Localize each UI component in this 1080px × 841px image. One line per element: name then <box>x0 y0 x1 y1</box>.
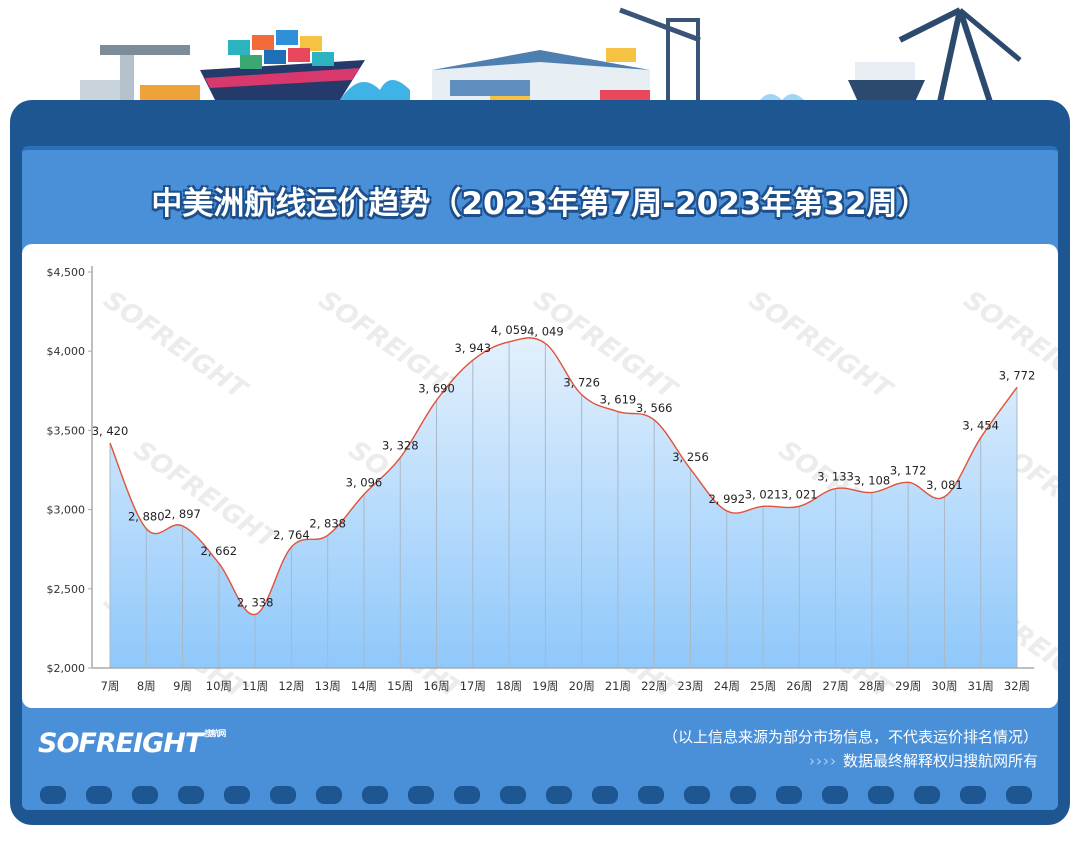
dot <box>730 786 756 804</box>
watermark-text: SOFREIGHT <box>743 285 899 407</box>
data-label: 2, 992 <box>708 492 745 506</box>
data-label: 3, 566 <box>636 401 673 415</box>
data-label: 3, 021 <box>781 487 818 501</box>
dot <box>454 786 480 804</box>
rights-note: ›››› 数据最终解释权归搜航网所有 <box>809 750 1038 771</box>
data-label: 3, 328 <box>382 439 419 453</box>
x-tick-label: 25周 <box>750 679 776 693</box>
sofreight-logo: SOFREIGHT 搜航网 <box>38 728 226 759</box>
dot <box>224 786 250 804</box>
y-tick-label: $4,000 <box>47 345 86 358</box>
dot <box>270 786 296 804</box>
data-label: 3, 133 <box>817 470 854 484</box>
dot <box>638 786 664 804</box>
x-tick-label: 29周 <box>895 679 921 693</box>
x-tick-label: 15周 <box>387 679 413 693</box>
x-tick-label: 28周 <box>859 679 885 693</box>
data-label: 3, 108 <box>854 473 891 487</box>
x-tick-label: 9周 <box>173 679 192 693</box>
data-label: 2, 764 <box>273 528 310 542</box>
watermark-text: SOFREIGHT <box>98 285 254 407</box>
dot <box>362 786 388 804</box>
data-label: 2, 662 <box>201 544 238 558</box>
dot <box>868 786 894 804</box>
watermark-text: SOFREIGHT <box>958 285 1058 407</box>
x-tick-label: 24周 <box>714 679 740 693</box>
data-label: 2, 897 <box>164 507 201 521</box>
x-tick-label: 26周 <box>786 679 812 693</box>
dot <box>178 786 204 804</box>
data-label: 3, 420 <box>92 424 129 438</box>
area-chart: SOFREIGHT SOFREIGHT SOFREIGHT SOFREIGHT SOFR… <box>47 266 1058 707</box>
x-tick-label: 27周 <box>823 679 849 693</box>
x-tick-label: 7周 <box>101 679 120 693</box>
x-tick-label: 31周 <box>968 679 994 693</box>
y-tick-label: $2,500 <box>47 583 86 596</box>
dot <box>500 786 526 804</box>
dot <box>776 786 802 804</box>
dot <box>1006 786 1032 804</box>
x-tick-label: 13周 <box>315 679 341 693</box>
y-tick-label: $3,500 <box>47 424 86 437</box>
dot <box>316 786 342 804</box>
y-tick-label: $3,000 <box>47 504 86 517</box>
data-label: 4, 049 <box>527 324 564 338</box>
x-tick-label: 20周 <box>569 679 595 693</box>
x-tick-label: 22周 <box>641 679 667 693</box>
arrows-icon: ›››› <box>808 752 837 770</box>
x-tick-label: 23周 <box>677 679 703 693</box>
dot <box>408 786 434 804</box>
data-label: 3, 619 <box>600 393 637 407</box>
data-label: 2, 338 <box>237 595 274 609</box>
data-label: 3, 096 <box>346 475 383 489</box>
data-label: 3, 454 <box>962 419 999 433</box>
dot <box>960 786 986 804</box>
port-illustration <box>80 7 1022 104</box>
x-tick-label: 18周 <box>496 679 522 693</box>
x-tick-label: 14周 <box>351 679 377 693</box>
x-tick-label: 10周 <box>206 679 232 693</box>
logo-subtext: 搜航网 <box>204 729 226 738</box>
data-label: 3, 256 <box>672 450 709 464</box>
x-tick-label: 21周 <box>605 679 631 693</box>
data-label: 3, 172 <box>890 463 927 477</box>
data-label: 3, 772 <box>999 368 1036 382</box>
x-tick-label: 8周 <box>137 679 156 693</box>
logo-text: SOFREIGHT <box>38 728 203 759</box>
dot <box>86 786 112 804</box>
data-label: 2, 838 <box>309 516 346 530</box>
x-tick-label: 12周 <box>278 679 304 693</box>
source-note: （以上信息来源为部分市场信息，不代表运价排名情况） <box>662 728 1038 746</box>
dot <box>684 786 710 804</box>
rights-text: 数据最终解释权归搜航网所有 <box>842 752 1038 770</box>
decorative-dots <box>40 786 1032 804</box>
dot <box>822 786 848 804</box>
data-label: 2, 880 <box>128 510 165 524</box>
y-tick-label: $4,500 <box>47 266 86 279</box>
series-line <box>109 337 1018 616</box>
data-label: 3, 021 <box>745 487 782 501</box>
chart-card: SOFREIGHT SOFREIGHT SOFREIGHT SOFREIGHT SOFR… <box>22 244 1058 708</box>
chart-title: 中美洲航线运价趋势（2023年第7周-2023年第32周） <box>151 186 929 222</box>
dot <box>592 786 618 804</box>
x-tick-label: 16周 <box>423 679 449 693</box>
y-tick-label: $2,000 <box>47 662 86 675</box>
data-label: 3, 726 <box>563 376 600 390</box>
x-tick-label: 11周 <box>242 679 268 693</box>
dot <box>40 786 66 804</box>
data-label: 4, 059 <box>491 323 528 337</box>
x-tick-label: 19周 <box>532 679 558 693</box>
x-tick-label: 32周 <box>1004 679 1030 693</box>
dot <box>132 786 158 804</box>
series-area <box>110 337 1017 668</box>
dot <box>914 786 940 804</box>
x-tick-label: 17周 <box>460 679 486 693</box>
data-label: 3, 081 <box>926 478 963 492</box>
data-label: 3, 690 <box>418 381 455 395</box>
data-label: 3, 943 <box>455 341 492 355</box>
x-tick-label: 30周 <box>931 679 957 693</box>
dot <box>546 786 572 804</box>
